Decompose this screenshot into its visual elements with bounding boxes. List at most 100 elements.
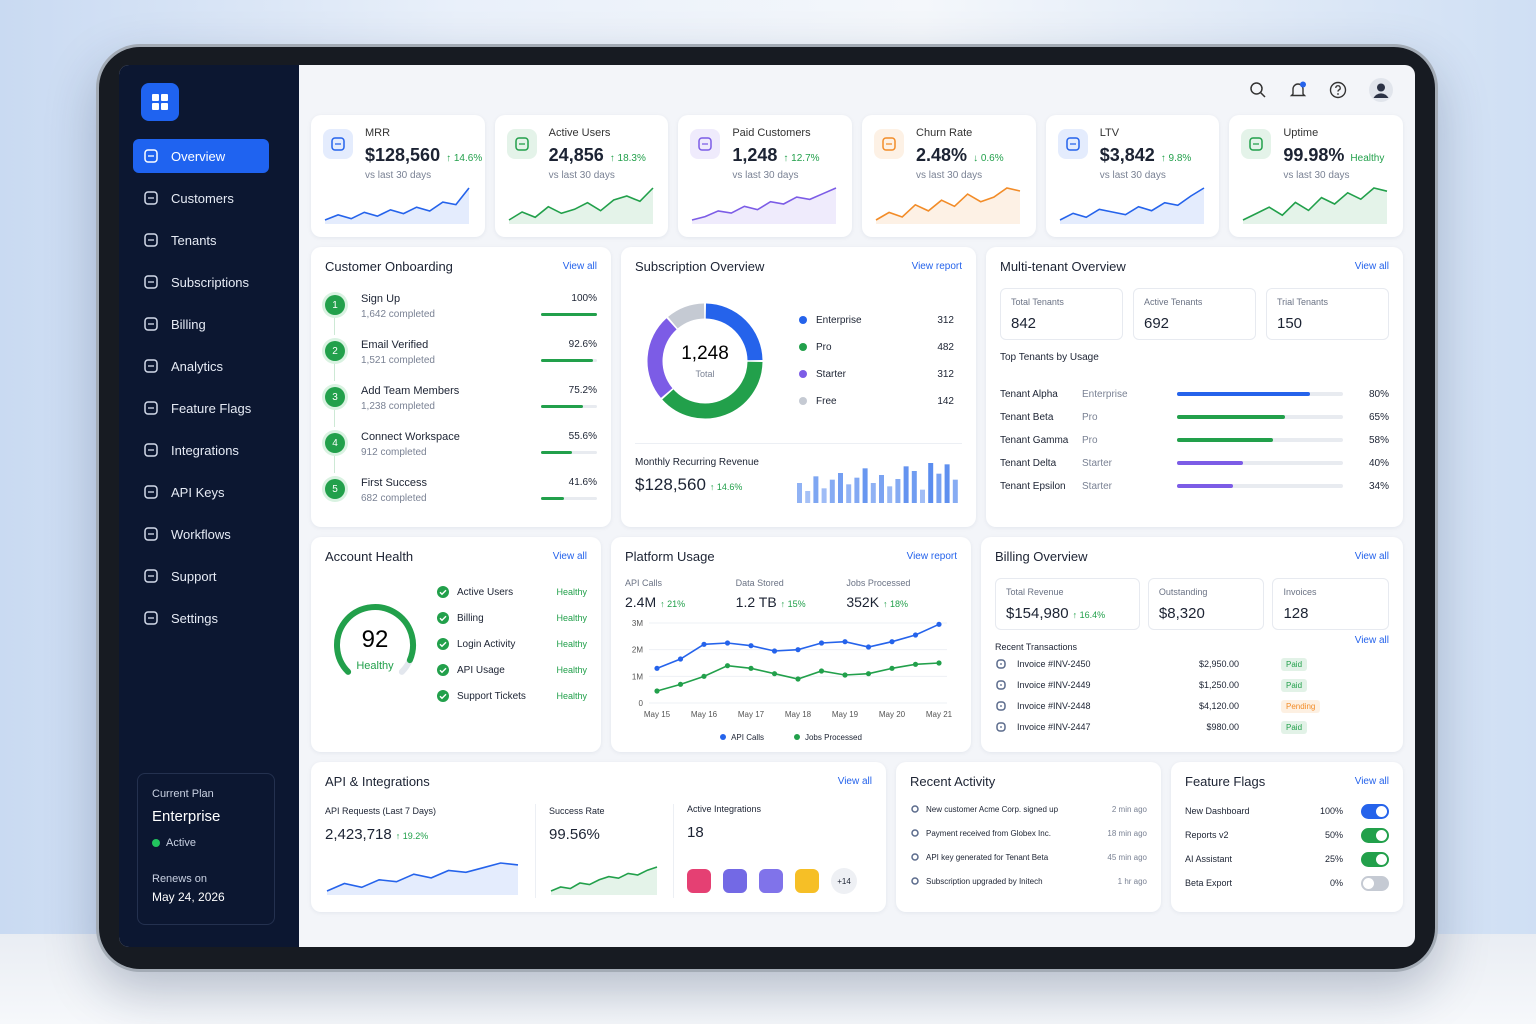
tenant-plan: Starter [1082,480,1113,492]
onboarding-step: 3 Add Team Members 1,238 completed 75.2% [325,383,597,423]
card-title: Recent Activity [910,774,996,789]
help-icon[interactable] [1329,81,1347,99]
nav-item[interactable]: Workflows [133,517,269,551]
progress-track [541,451,597,454]
api-section: API Requests (Last 7 Days) 2,423,718 ↑ 19.… [325,806,436,844]
integration-icon[interactable] [723,869,747,893]
integration-icon[interactable] [759,869,783,893]
stat-value: 1.2 TB [735,594,777,610]
nav-item[interactable]: Analytics [133,349,269,383]
row: Account Health View all 92 Healthy Active Us… [311,537,1403,752]
progress-fill [541,451,573,454]
transaction-row: Invoice #INV-2449 $1,250.00 Paid [995,674,1389,696]
view-link[interactable]: View all [1354,551,1389,562]
nav-item[interactable]: Support [133,559,269,593]
check-mark [439,641,447,648]
step-number: 1 [325,295,345,315]
legend-dot [799,397,807,405]
kpi-value: 99.98% [1283,145,1345,165]
usage-fill [1177,392,1310,396]
activity-row: New customer Acme Corp. signed up 2 min a… [910,798,1147,820]
mrr-label: Monthly Recurring Revenue [635,457,759,468]
nav-item[interactable]: Settings [133,601,269,635]
sparkline-chart [550,866,658,895]
nav-label: Feature Flags [171,400,252,416]
legend-name: Pro [816,341,832,353]
tenant-name: Tenant Alpha [1000,388,1058,400]
integration-icon[interactable] [795,869,819,893]
icon [911,877,919,885]
toggle[interactable] [1361,803,1389,819]
logo[interactable] [141,83,179,121]
sparkline-chart [1243,187,1388,224]
toggle[interactable] [1361,827,1389,843]
legend-name: Jobs Processed [804,733,862,742]
nav-item[interactable]: Subscriptions [133,265,269,299]
legend-dot [720,734,727,740]
legend: API Calls Jobs Processed [611,733,971,742]
toggle-knob [1376,829,1387,841]
view-link[interactable]: View all [1354,261,1389,272]
stat-value: $154,980 ↑ 16.4% [1006,605,1129,622]
spark-wrap [1058,182,1206,229]
icon-shape [144,359,158,373]
card: API & Integrations View all API Requests (… [311,762,886,912]
icon-shape [144,191,158,205]
search-icon[interactable] [1249,81,1267,99]
card: Customer Onboarding View all 1 Sign Up 1,642… [311,247,611,527]
mrr-bar [805,491,811,503]
view-link[interactable]: View all [552,551,587,562]
tx-link[interactable]: View all [1354,635,1389,646]
health-gauge: 92 Healthy [334,604,416,675]
view-link[interactable]: View all [562,261,597,272]
toggle[interactable] [1361,851,1389,867]
view-link[interactable]: View report [906,551,957,562]
activity-text: Payment received from Globex Inc. [926,828,1051,838]
onboarding-step: 4 Connect Workspace 912 completed 55.6% [325,429,597,469]
series-point [842,639,848,645]
requests-row: 2,423,718 ↑ 19.2% [325,826,436,844]
transaction-row: Invoice #INV-2448 $4,120.00 Pending [995,695,1389,717]
progress-fill [541,359,593,362]
nav-item[interactable]: API Keys [133,475,269,509]
card-title: API & Integrations [325,774,430,789]
icon [144,569,158,583]
view-link[interactable]: View report [911,261,962,272]
nav-item[interactable]: Tenants [133,223,269,257]
nav-item[interactable]: Integrations [133,433,269,467]
step-name: Connect Workspace [361,431,460,443]
progress-track [541,313,597,316]
integration-icon[interactable] [687,869,711,893]
kpi-value: $128,560 [365,145,441,165]
step-number: 4 [325,433,345,453]
mrr-bar [813,476,819,503]
spark-area [327,863,518,895]
activity-row: Subscription upgraded by Initech 1 hr ago [910,870,1147,892]
flag-percent: 0% [1329,878,1343,888]
health-name: Login Activity [457,638,516,650]
view-link[interactable]: View all [1354,776,1389,787]
kpi-value: 1,248 [732,145,778,165]
nav-item[interactable]: Billing [133,307,269,341]
card-title: Customer Onboarding [325,259,453,274]
avatar[interactable] [1369,78,1393,102]
legend-dot [799,343,807,351]
gauge-value [334,604,416,675]
toggle[interactable] [1361,875,1389,891]
health-status: Healthy [556,665,587,675]
bell-icon[interactable] [1289,81,1307,99]
transaction-row: Invoice #INV-2450 $2,950.00 Paid [995,653,1389,675]
view-link[interactable]: View all [837,776,872,787]
series-point [771,648,778,654]
more-integrations[interactable]: +14 [831,868,857,894]
icon-shape [144,569,158,583]
nav-item[interactable]: Customers [133,181,269,215]
icon [911,853,919,861]
mrr-bar-chart [797,463,958,503]
stat-value-row: 2.4M ↑ 21% [625,594,736,612]
card: Billing Overview View all Total Revenue $15… [981,537,1403,752]
check-icon [437,690,449,702]
nav-item[interactable]: Feature Flags [133,391,269,425]
legend-value: 312 [937,314,954,326]
nav-item[interactable]: Overview [133,139,269,173]
